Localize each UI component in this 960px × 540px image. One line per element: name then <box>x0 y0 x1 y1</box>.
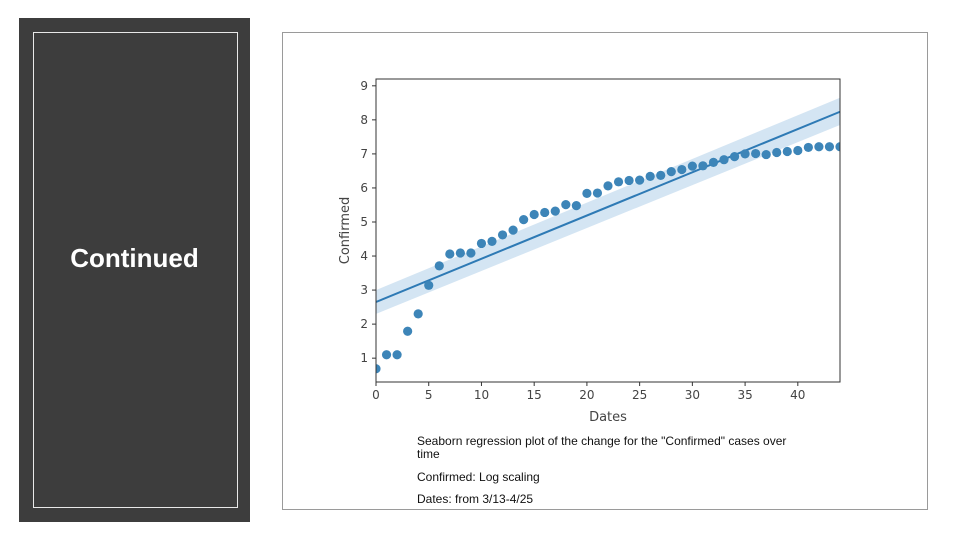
caption-y-scaling: Confirmed: Log scaling <box>417 470 540 484</box>
y-tick-label: 3 <box>360 283 368 297</box>
data-point <box>687 161 697 171</box>
data-point <box>571 201 581 211</box>
data-point <box>540 207 550 218</box>
x-tick-label: 0 <box>372 388 380 402</box>
data-point <box>476 238 487 249</box>
data-point <box>376 364 381 374</box>
y-tick-label: 9 <box>360 79 368 93</box>
data-point <box>529 209 539 220</box>
data-point <box>814 142 824 152</box>
data-point <box>751 148 761 159</box>
data-point <box>582 188 592 198</box>
side-panel-frame <box>33 32 238 508</box>
y-tick-label: 2 <box>360 317 368 331</box>
regression-line <box>375 110 841 303</box>
y-tick-label: 6 <box>360 181 368 195</box>
data-point <box>403 326 413 336</box>
data-point <box>434 261 444 271</box>
x-tick-label: 10 <box>474 388 489 402</box>
side-panel: Continued <box>19 18 250 522</box>
data-point <box>497 230 508 240</box>
data-point <box>719 155 729 165</box>
y-axis-label: Confirmed <box>338 197 353 265</box>
data-point <box>424 280 434 290</box>
data-point <box>677 164 687 175</box>
data-point <box>613 177 624 187</box>
data-point <box>603 181 613 191</box>
data-point <box>445 249 455 259</box>
x-axis-label: Dates <box>589 410 627 425</box>
x-tick-label: 25 <box>632 388 647 402</box>
x-tick-label: 15 <box>527 388 542 402</box>
data-point <box>508 225 518 235</box>
data-point <box>413 309 423 319</box>
regression-chart: 0 5 10 15 20 25 30 35 40 1 2 3 4 5 6 7 8 9 Dates Confirmed <box>338 78 841 425</box>
caption-description: Seaborn regression plot of the change fo… <box>417 434 787 461</box>
x-tick-label: 5 <box>425 388 433 402</box>
data-point <box>519 215 529 225</box>
content-box: 0 5 10 15 20 25 30 35 40 1 2 3 4 5 6 7 8 9 Dates Confirmed … <box>282 32 928 510</box>
x-tick-label: 20 <box>579 388 594 402</box>
y-tick-label: 1 <box>360 351 368 365</box>
data-point <box>624 175 634 186</box>
data-point <box>635 175 645 185</box>
data-point <box>803 142 813 153</box>
data-point <box>656 170 666 180</box>
data-point <box>645 171 655 181</box>
data-point <box>455 248 465 258</box>
data-point <box>392 350 402 360</box>
data-point <box>666 167 676 177</box>
data-points <box>376 142 840 374</box>
data-point <box>761 149 771 160</box>
data-point <box>729 152 740 162</box>
y-tick-label: 4 <box>360 249 368 263</box>
data-point <box>487 236 497 246</box>
data-point <box>708 157 719 168</box>
plot-frame <box>375 78 841 383</box>
x-tick-label: 30 <box>685 388 700 402</box>
y-tick-label: 8 <box>360 113 368 127</box>
slide-title: Continued <box>70 243 199 273</box>
data-point <box>793 145 803 156</box>
data-point <box>772 147 782 158</box>
x-tick-label: 40 <box>790 388 805 402</box>
y-tick-label: 7 <box>360 147 368 161</box>
data-point <box>740 149 750 159</box>
data-point <box>782 146 792 157</box>
data-point <box>381 350 392 360</box>
data-point <box>824 142 835 152</box>
caption-date-range: Dates: from 3/13-4/25 <box>417 492 534 506</box>
x-tick-label: 35 <box>737 388 752 402</box>
data-point <box>561 200 571 210</box>
y-tick-label: 5 <box>360 215 368 229</box>
data-point <box>550 206 560 216</box>
data-point <box>466 248 476 258</box>
data-point <box>592 188 603 198</box>
data-point <box>698 161 708 171</box>
data-point <box>835 142 840 152</box>
